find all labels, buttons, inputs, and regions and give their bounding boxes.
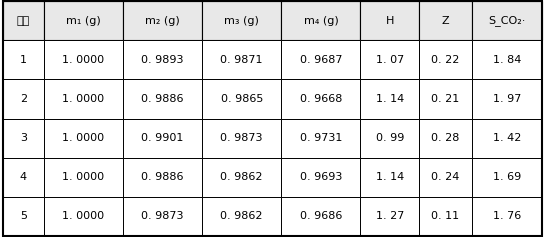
Bar: [44, 158, 123, 197]
Text: 1. 76: 1. 76: [493, 211, 521, 221]
Bar: [472, 79, 542, 118]
Bar: [3, 40, 44, 79]
Text: 0. 9901: 0. 9901: [141, 133, 184, 143]
Bar: [44, 79, 123, 118]
Bar: [281, 118, 360, 158]
Text: m₄ (g): m₄ (g): [304, 16, 338, 26]
Text: Z: Z: [441, 16, 449, 26]
Bar: [281, 40, 360, 79]
Bar: [202, 79, 281, 118]
Text: 1. 0000: 1. 0000: [62, 172, 105, 182]
Text: 1. 42: 1. 42: [493, 133, 521, 143]
Bar: [44, 197, 123, 236]
Bar: [472, 158, 542, 197]
Text: m₃ (g): m₃ (g): [225, 16, 259, 26]
Bar: [202, 40, 281, 79]
Text: 4: 4: [20, 172, 27, 182]
Bar: [123, 197, 202, 236]
Bar: [123, 158, 202, 197]
Bar: [419, 197, 472, 236]
Text: 0. 24: 0. 24: [431, 172, 459, 182]
Bar: [3, 118, 44, 158]
Bar: [281, 158, 360, 197]
Text: 0. 9668: 0. 9668: [300, 94, 342, 104]
Bar: [472, 40, 542, 79]
Bar: [123, 1, 202, 40]
Bar: [281, 1, 360, 40]
Text: 1. 14: 1. 14: [376, 172, 404, 182]
Text: 1. 0000: 1. 0000: [62, 133, 105, 143]
Bar: [360, 1, 419, 40]
Bar: [3, 158, 44, 197]
Bar: [44, 118, 123, 158]
Text: 0. 28: 0. 28: [431, 133, 459, 143]
Text: 0. 21: 0. 21: [432, 94, 459, 104]
Bar: [202, 118, 281, 158]
Bar: [3, 197, 44, 236]
Text: 0. 9686: 0. 9686: [300, 211, 342, 221]
Bar: [202, 1, 281, 40]
Text: S_CO₂·: S_CO₂·: [488, 15, 526, 26]
Text: 0. 9865: 0. 9865: [221, 94, 263, 104]
Text: 0. 9871: 0. 9871: [221, 55, 263, 65]
Bar: [472, 1, 542, 40]
Text: 1. 97: 1. 97: [493, 94, 521, 104]
Bar: [44, 1, 123, 40]
Text: m₁ (g): m₁ (g): [66, 16, 101, 26]
Bar: [360, 118, 419, 158]
Text: 3: 3: [20, 133, 27, 143]
Text: 0. 9893: 0. 9893: [141, 55, 184, 65]
Text: 1. 0000: 1. 0000: [62, 211, 105, 221]
Bar: [419, 40, 472, 79]
Text: 序号: 序号: [17, 16, 30, 26]
Text: 0. 9687: 0. 9687: [300, 55, 342, 65]
Bar: [123, 79, 202, 118]
Text: 0. 9862: 0. 9862: [221, 211, 263, 221]
Bar: [360, 197, 419, 236]
Bar: [360, 158, 419, 197]
Bar: [419, 79, 472, 118]
Text: 1. 07: 1. 07: [376, 55, 404, 65]
Text: 1. 0000: 1. 0000: [62, 94, 105, 104]
Bar: [419, 118, 472, 158]
Text: 0. 9886: 0. 9886: [141, 94, 184, 104]
Text: 1. 14: 1. 14: [376, 94, 404, 104]
Bar: [281, 79, 360, 118]
Text: 0. 9886: 0. 9886: [141, 172, 184, 182]
Text: 0. 9873: 0. 9873: [221, 133, 263, 143]
Text: 0. 9693: 0. 9693: [300, 172, 342, 182]
Text: 1. 0000: 1. 0000: [62, 55, 105, 65]
Bar: [472, 118, 542, 158]
Bar: [360, 40, 419, 79]
Text: 0. 9862: 0. 9862: [221, 172, 263, 182]
Text: 5: 5: [20, 211, 27, 221]
Bar: [281, 197, 360, 236]
Bar: [202, 158, 281, 197]
Bar: [123, 40, 202, 79]
Bar: [419, 158, 472, 197]
Text: H: H: [386, 16, 394, 26]
Text: 1: 1: [20, 55, 27, 65]
Text: 2: 2: [20, 94, 27, 104]
Bar: [202, 197, 281, 236]
Text: 0. 99: 0. 99: [376, 133, 404, 143]
Text: 1. 27: 1. 27: [376, 211, 404, 221]
Bar: [3, 79, 44, 118]
Bar: [360, 79, 419, 118]
Bar: [472, 197, 542, 236]
Bar: [3, 1, 44, 40]
Text: 1. 84: 1. 84: [493, 55, 521, 65]
Text: m₂ (g): m₂ (g): [145, 16, 180, 26]
Bar: [419, 1, 472, 40]
Text: 0. 11: 0. 11: [432, 211, 459, 221]
Text: 0. 9731: 0. 9731: [300, 133, 342, 143]
Text: 0. 9873: 0. 9873: [141, 211, 184, 221]
Text: 1. 69: 1. 69: [493, 172, 521, 182]
Bar: [123, 118, 202, 158]
Bar: [44, 40, 123, 79]
Text: 0. 22: 0. 22: [431, 55, 459, 65]
